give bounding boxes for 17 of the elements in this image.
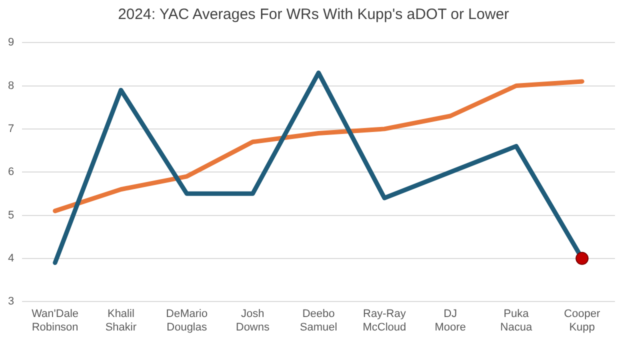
y-tick-label: 5 (8, 209, 14, 222)
x-tick-label: DJ Moore (434, 308, 466, 334)
x-tick-label: Wan'Dale Robinson (32, 308, 79, 334)
x-tick-label: Khalil Shakir (105, 308, 137, 334)
x-tick-label: Josh Downs (236, 308, 270, 334)
chart-title: 2024: YAC Averages For WRs With Kupp's aDOT or Lower (116, 6, 510, 23)
x-tick-label: DeMario Douglas (166, 308, 208, 334)
x-tick-label: Ray-Ray McCloud (362, 308, 406, 334)
x-tick-label: Puka Nacua (500, 308, 533, 334)
x-tick-label: Cooper Kupp (564, 308, 600, 334)
y-tick-label: 8 (8, 80, 14, 92)
y-tick-label: 3 (8, 296, 14, 308)
y-tick-label: 9 (8, 36, 14, 49)
y-tick-label: 6 (8, 166, 14, 178)
y-tick-label: 7 (8, 122, 14, 135)
y-tick-label: 4 (8, 252, 14, 264)
x-tick-label: Deebo Samuel (300, 308, 338, 334)
